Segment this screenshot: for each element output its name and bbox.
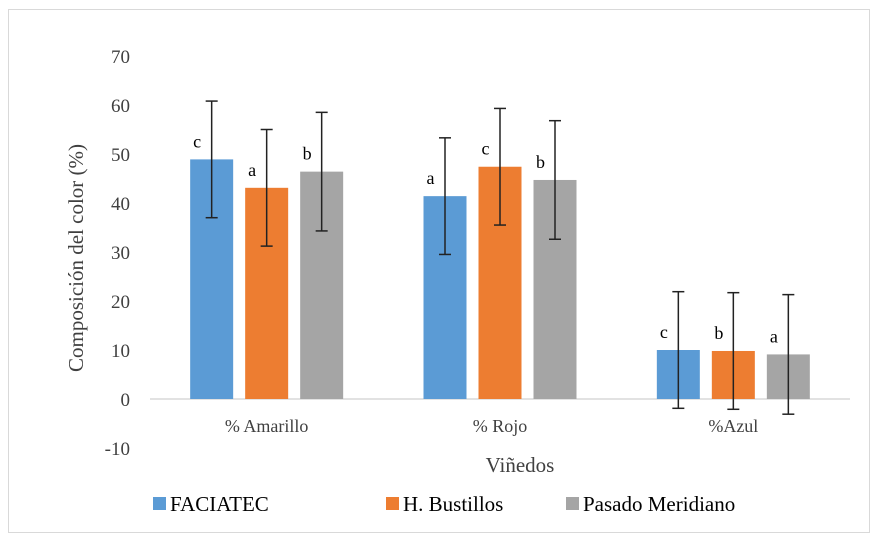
- y-tick-label: 10: [111, 341, 130, 362]
- y-tick-label: 30: [111, 243, 130, 264]
- y-tick-label: 20: [111, 292, 130, 313]
- legend-label: FACIATEC: [170, 492, 269, 516]
- error-bar: [260, 128, 273, 247]
- error-bar: [672, 290, 685, 410]
- legend-item: H. Bustillos: [386, 492, 503, 516]
- legend-swatch: [153, 497, 166, 510]
- x-category-label: % Rojo: [473, 416, 528, 436]
- x-category-label: % Amarillo: [225, 416, 309, 436]
- bar-letter-label: a: [427, 168, 435, 188]
- error-bar: [315, 111, 328, 232]
- y-tick-label: 0: [121, 390, 131, 411]
- legend-swatch: [566, 497, 579, 510]
- error-bar: [494, 107, 506, 226]
- bar-letter-label: b: [303, 144, 312, 164]
- legend-label: Pasado Meridiano: [583, 492, 735, 516]
- error-bar: [727, 291, 740, 411]
- bar-letter-label: b: [714, 323, 723, 343]
- x-category-label: %Azul: [708, 416, 758, 436]
- bar-letter-label: c: [193, 131, 201, 151]
- bar-letter-label: c: [482, 139, 490, 159]
- error-bar: [205, 100, 218, 219]
- x-axis-title: Viñedos: [486, 453, 555, 477]
- bar-letter-labels: c a b a c b c b a: [193, 131, 778, 346]
- y-tick-label: 60: [111, 96, 130, 117]
- legend-item: Pasado Meridiano: [566, 492, 735, 516]
- legend-item: FACIATEC: [153, 492, 269, 516]
- bar-letter-label: a: [770, 326, 778, 346]
- legend-label: H. Bustillos: [403, 492, 503, 516]
- legend: FACIATEC H. Bustillos Pasado Meridiano: [153, 492, 735, 516]
- bar-letter-label: b: [536, 152, 545, 172]
- y-tick-label: -10: [105, 439, 130, 460]
- legend-swatch: [386, 497, 399, 510]
- bar-letter-label: a: [248, 160, 256, 180]
- error-bar: [782, 293, 795, 415]
- y-tick-label: 40: [111, 194, 130, 215]
- error-bar: [549, 119, 561, 241]
- error-bars: [205, 100, 795, 415]
- y-axis-title: Composición del color (%): [64, 144, 88, 372]
- x-axis-category-labels: % Amarillo % Rojo %Azul: [225, 416, 758, 436]
- error-bar: [439, 137, 451, 256]
- y-axis-ticks: -10 0 10 20 30 40 50 60 70: [105, 47, 130, 460]
- y-tick-label: 70: [111, 47, 130, 68]
- y-tick-label: 50: [111, 145, 130, 166]
- bar-letter-label: c: [660, 322, 668, 342]
